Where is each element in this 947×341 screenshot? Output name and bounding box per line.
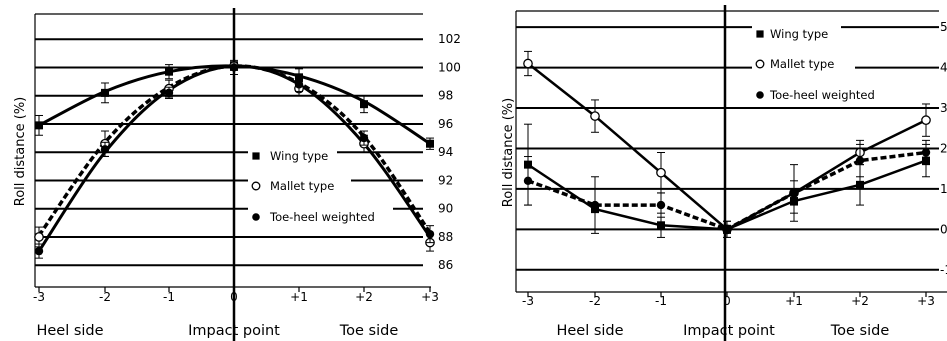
marker-square [426, 139, 434, 148]
marker-filled-circle [100, 145, 110, 154]
y-tick-label: 100 [438, 60, 461, 74]
marker-filled-circle [590, 200, 600, 210]
y-tick-label: 96 [438, 117, 453, 131]
legend-label: Toe-heel weighted [269, 210, 375, 224]
series-line [527, 150, 927, 232]
marker-filled-circle [294, 80, 304, 89]
x-tick-label: +2 [851, 294, 869, 308]
marker-square [360, 100, 368, 109]
marker-filled-circle [34, 246, 44, 256]
y-tick-label: 86 [438, 258, 453, 272]
marker-square [165, 67, 173, 76]
y-axis-label: Roll distance (%) [13, 97, 28, 206]
y-tick-label: -1 [940, 263, 947, 277]
marker-filled-circle [656, 200, 666, 210]
legend-label: Mallet type [770, 57, 834, 71]
legend-bg [752, 24, 841, 44]
y-axis-label: Roll distance (%) [501, 98, 516, 207]
x-tick-label: -3 [522, 294, 534, 308]
x-tick-label: -3 [33, 290, 45, 304]
legend-label: Toe-heel weighted [769, 88, 875, 102]
x-caption: Impact point [683, 323, 775, 339]
x-tick-label: +2 [355, 290, 373, 304]
marker-open-circle [251, 181, 261, 191]
legend-bg [248, 176, 351, 196]
marker-open-circle [523, 58, 533, 69]
y-tick-label: 98 [438, 89, 453, 103]
y-tick-label: 1 [940, 182, 947, 196]
y-tick-label: 5 [940, 20, 947, 34]
y-tick-label: 102 [438, 32, 461, 46]
marker-filled-circle [722, 225, 732, 234]
x-tick-label: +1 [785, 294, 803, 308]
legend-bg [248, 207, 393, 227]
x-tick-label: -1 [655, 294, 667, 308]
x-tick-label: -1 [163, 290, 175, 304]
legend-label: Wing type [770, 27, 828, 41]
marker-filled-circle [164, 88, 174, 98]
x-tick-label: 0 [230, 290, 238, 304]
legend-bg [248, 146, 337, 166]
marker-filled-circle [756, 91, 764, 99]
marker-filled-circle [921, 148, 931, 157]
marker-open-circle [34, 232, 44, 242]
x-caption: Toe side [830, 323, 890, 339]
y-tick-label: 90 [438, 202, 453, 216]
y-tick-label: 2 [940, 141, 947, 155]
x-caption: Heel side [556, 323, 623, 339]
marker-filled-circle [523, 176, 533, 186]
marker-filled-circle [855, 156, 865, 165]
legend-label: Mallet type [270, 179, 334, 193]
marker-filled-circle [252, 213, 260, 221]
legend-bg [752, 54, 855, 74]
marker-filled-circle [229, 63, 239, 72]
marker-square [101, 88, 109, 97]
x-tick-label: +3 [917, 294, 935, 308]
marker-filled-circle [359, 133, 369, 143]
y-tick-label: 94 [438, 145, 453, 159]
marker-square [35, 121, 43, 130]
series-line [527, 159, 927, 231]
y-tick-label: 4 [940, 61, 947, 75]
left-chart-panel: 86 88 90 92 94 96 98 100 102 -3 -2 -1 0 +1 +2 +3 Heel si… [13, 8, 461, 341]
marker-filled-circle [425, 229, 435, 239]
marker-square [756, 30, 764, 38]
x-tick-label: +1 [290, 290, 308, 304]
marker-square [856, 180, 864, 189]
right-chart-panel: 5 4 3 2 1 0 -1 -3 -2 -1 0 +1 +2 +3 Heel side Impact poi… [501, 5, 947, 341]
marker-square [252, 152, 260, 160]
legend-label: Wing type [270, 149, 328, 163]
marker-square [657, 221, 665, 230]
y-tick-label: 3 [940, 101, 947, 115]
x-tick-label: +3 [421, 290, 439, 304]
x-caption: Toe side [339, 323, 399, 339]
x-caption: Heel side [36, 323, 103, 339]
marker-open-circle [590, 111, 600, 121]
legend-bg [752, 85, 897, 105]
marker-filled-circle [789, 188, 799, 198]
y-tick-label: 0 [940, 222, 947, 236]
marker-open-circle [656, 167, 666, 178]
x-tick-label: -2 [99, 290, 111, 304]
x-tick-label: -2 [589, 294, 601, 308]
marker-open-circle [921, 115, 931, 125]
x-caption: Impact point [188, 323, 280, 339]
x-tick-label: 0 [723, 294, 731, 308]
marker-open-circle [755, 59, 765, 69]
y-tick-label: 88 [438, 230, 453, 244]
y-tick-label: 92 [438, 173, 453, 187]
